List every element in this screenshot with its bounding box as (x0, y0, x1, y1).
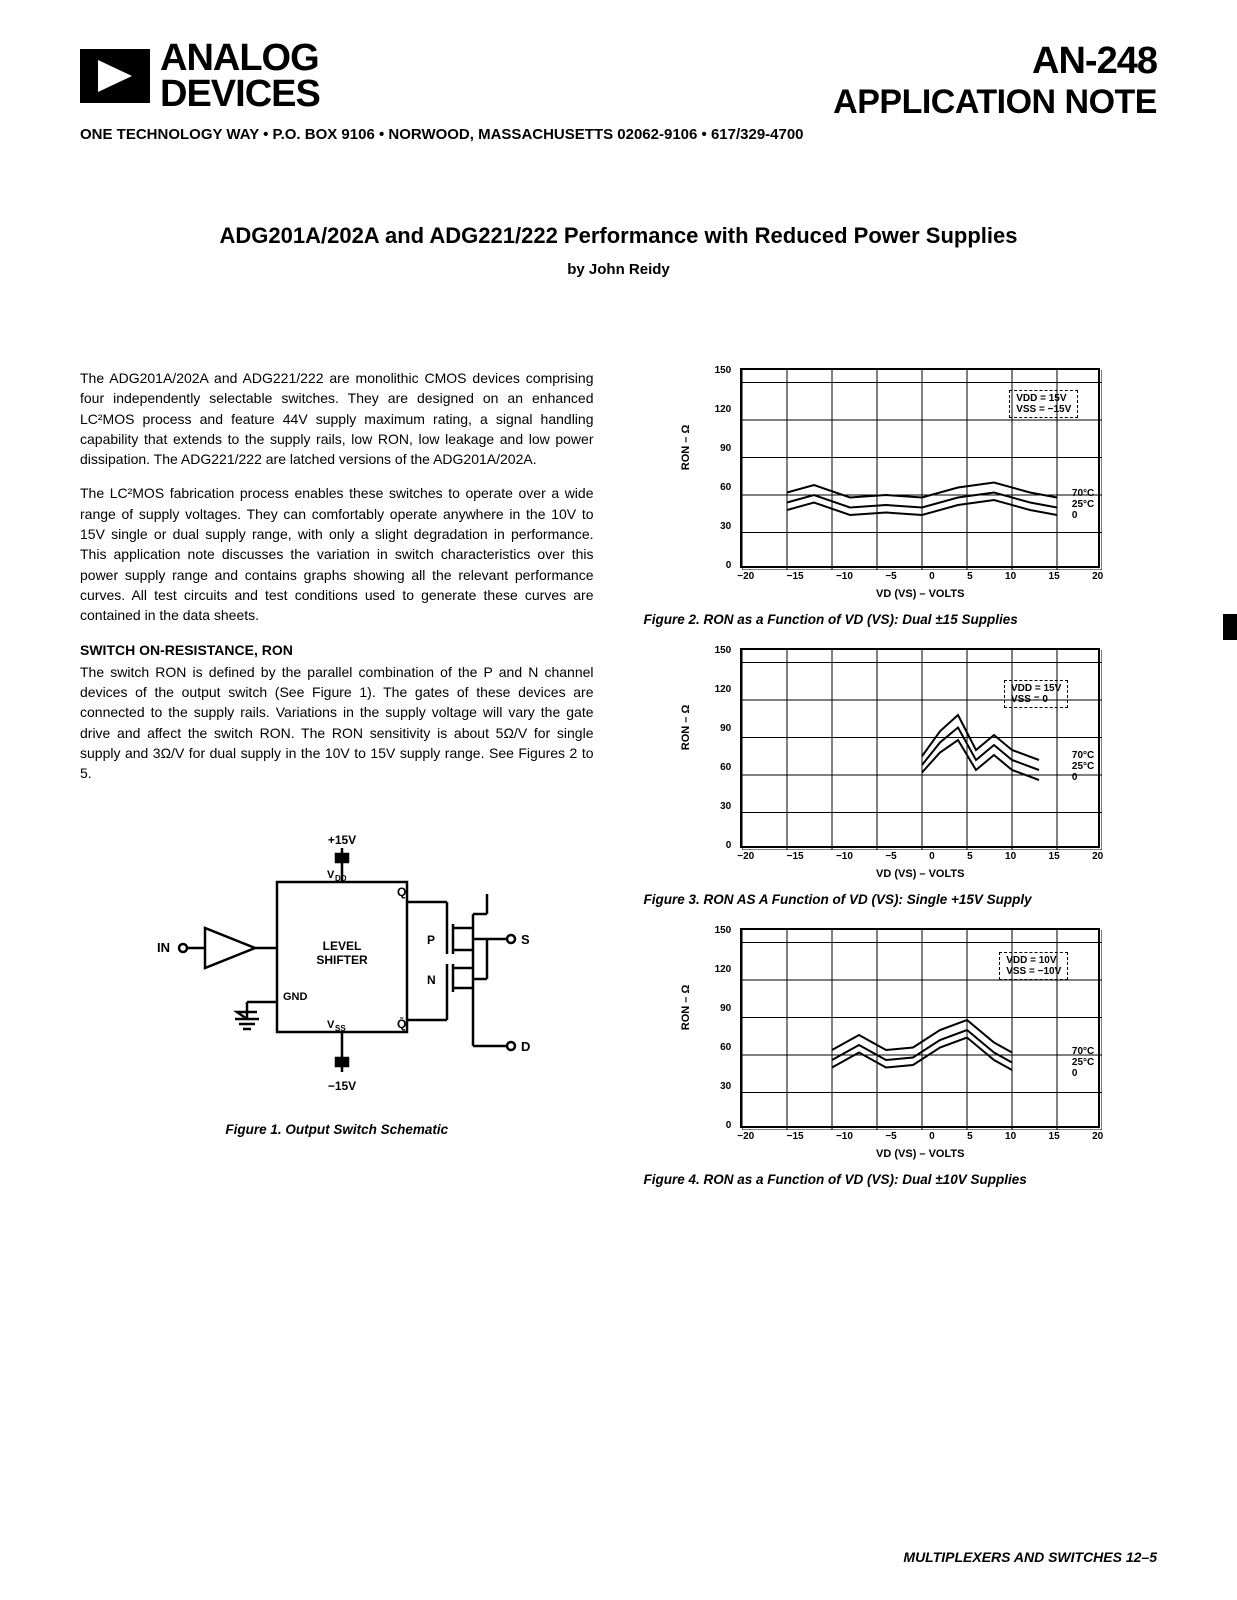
fig4-ylabel: RON – Ω (679, 985, 695, 1031)
svg-text:IN: IN (157, 940, 170, 955)
fig2-xlabel: VD (VS) – VOLTS (735, 587, 1105, 603)
paragraph-2: The LC²MOS fabrication process enables t… (80, 483, 594, 625)
fig3-note1: VDD = 15V (1011, 683, 1061, 694)
page-header: ANALOG DEVICES AN-248 APPLICATION NOTE (80, 40, 1157, 122)
fig4-plot-area: VDD = 10V VSS = −10V 70°C 25°C 0 (740, 928, 1100, 1128)
svg-text:+15V: +15V (328, 833, 356, 847)
svg-text:Q̄: Q̄ (397, 1017, 406, 1031)
fig4-yticks: 150 120 90 60 30 0 (707, 924, 731, 1134)
fig3-note2: VSS = 0 (1011, 694, 1061, 705)
content-columns: The ADG201A/202A and ADG221/222 are mono… (80, 368, 1157, 1208)
fig4-xticks: −20 −15 −10 −5 0 5 10 15 20 (735, 1130, 1105, 1145)
svg-text:P: P (427, 933, 435, 947)
figure-2-caption: Figure 2. RON as a Function of VD (VS): … (644, 610, 1158, 630)
fig4-note2: VSS = −10V (1006, 966, 1061, 977)
right-column: 150 120 90 60 30 0 RON – Ω VDD = 15V VSS… (644, 368, 1158, 1208)
svg-text:V: V (327, 869, 335, 881)
svg-text:SS: SS (335, 1024, 346, 1033)
left-column: The ADG201A/202A and ADG221/222 are mono… (80, 368, 594, 1208)
fig3-yticks: 150 120 90 60 30 0 (707, 644, 731, 854)
svg-text:−15V: −15V (328, 1079, 356, 1093)
page-title: ADG201A/202A and ADG221/222 Performance … (80, 223, 1157, 249)
figure-1-schematic: IN LEVEL SHIFTER +15V V DD (80, 824, 594, 1140)
fig2-note2: VSS = −15V (1016, 404, 1071, 415)
figure-3-chart: 150 120 90 60 30 0 RON – Ω VDD = 15V VSS… (695, 648, 1105, 882)
figure-4-caption: Figure 4. RON as a Function of VD (VS): … (644, 1170, 1158, 1190)
fig4-note1: VDD = 10V (1006, 955, 1061, 966)
address-line: ONE TECHNOLOGY WAY • P.O. BOX 9106 • NOR… (80, 126, 1157, 143)
figure-3-caption: Figure 3. RON AS A Function of VD (VS): … (644, 890, 1158, 910)
svg-text:N: N (427, 973, 436, 987)
svg-text:GND: GND (283, 991, 308, 1003)
svg-text:Q: Q (397, 885, 406, 899)
svg-text:S: S (521, 932, 530, 947)
logo-text-line1: ANALOG (160, 40, 320, 76)
fig2-ylabel: RON – Ω (679, 425, 695, 471)
section-heading-ron: SWITCH ON-RESISTANCE, RON (80, 640, 594, 660)
fig2-xticks: −20 −15 −10 −5 0 5 10 15 20 (735, 570, 1105, 585)
doc-number: AN-248 (833, 40, 1157, 83)
svg-text:D: D (521, 1039, 530, 1054)
logo-text-line2: DEVICES (160, 76, 320, 112)
fig2-note1: VDD = 15V (1016, 393, 1071, 404)
page-side-marker (1223, 614, 1237, 640)
figure-4-chart: 150 120 90 60 30 0 RON – Ω VDD = 10V VSS… (695, 928, 1105, 1162)
svg-text:V: V (327, 1019, 335, 1031)
header-right: AN-248 APPLICATION NOTE (833, 40, 1157, 122)
fig4-xlabel: VD (VS) – VOLTS (735, 1147, 1105, 1163)
paragraph-3: The switch RON is defined by the paralle… (80, 662, 594, 784)
fig2-plot-area: VDD = 15V VSS = −15V 70°C 25°C 0 (740, 368, 1100, 568)
svg-text:SHIFTER: SHIFTER (316, 953, 368, 967)
logo-block: ANALOG DEVICES (80, 40, 320, 112)
svg-text:DD: DD (335, 874, 347, 883)
fig3-ylabel: RON – Ω (679, 705, 695, 751)
doc-type: APPLICATION NOTE (833, 83, 1157, 122)
logo-text: ANALOG DEVICES (160, 40, 320, 112)
author: by John Reidy (80, 261, 1157, 278)
fig3-xlabel: VD (VS) – VOLTS (735, 867, 1105, 883)
svg-text:LEVEL: LEVEL (322, 939, 361, 953)
fig3-plot-area: VDD = 15V VSS = 0 70°C 25°C 0 (740, 648, 1100, 848)
figure-1-caption: Figure 1. Output Switch Schematic (80, 1120, 594, 1140)
fig2-yticks: 150 120 90 60 30 0 (707, 364, 731, 574)
figure-2-chart: 150 120 90 60 30 0 RON – Ω VDD = 15V VSS… (695, 368, 1105, 602)
analog-devices-logo-icon (80, 49, 150, 103)
paragraph-1: The ADG201A/202A and ADG221/222 are mono… (80, 368, 594, 469)
fig3-xticks: −20 −15 −10 −5 0 5 10 15 20 (735, 850, 1105, 865)
page-footer: MULTIPLEXERS AND SWITCHES 12–5 (903, 1549, 1157, 1565)
